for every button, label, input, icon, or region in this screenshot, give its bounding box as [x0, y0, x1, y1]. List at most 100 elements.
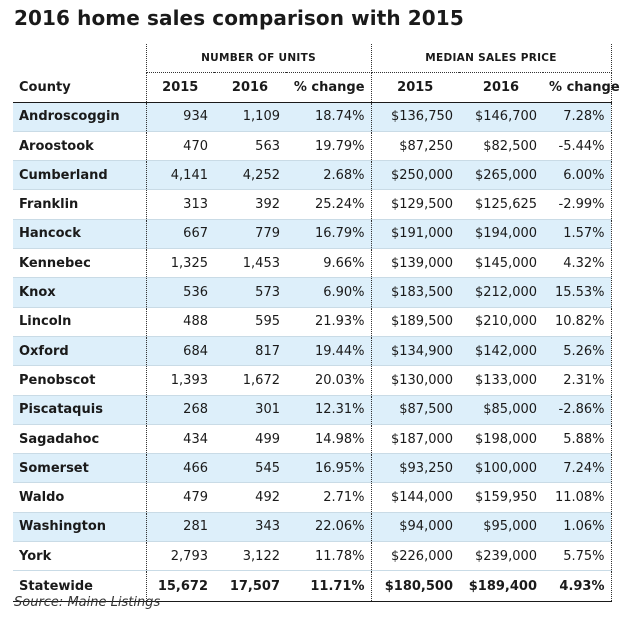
price-change-cell: 1.57% [543, 219, 612, 250]
units-2015-cell: 281 [145, 512, 214, 543]
units-2015-cell: 488 [145, 307, 214, 337]
units-2016-cell: 3,122 [214, 541, 286, 572]
units-2015-cell: 313 [145, 189, 214, 220]
price-2016-cell: $142,000 [459, 336, 544, 367]
units-2015-cell: 434 [145, 424, 214, 455]
price-2015-cell: $139,000 [371, 248, 460, 279]
units-2016-cell: 573 [214, 277, 286, 308]
price-2015-cell: $87,500 [371, 395, 460, 425]
price-change-cell: 15.53% [543, 277, 612, 308]
units-2015-cell: 1,393 [145, 365, 214, 396]
units-2016-cell: 499 [214, 424, 286, 455]
price-2016-cell: $198,000 [459, 424, 544, 455]
price-2015-cell: $189,500 [371, 307, 460, 337]
col-header-units-2016: 2016 [214, 72, 286, 103]
table-row: Aroostook 470 563 19.79% $87,250 $82,500 -5.44… [13, 131, 612, 162]
table-row: Hancock 667 779 16.79% $191,000 $194,000 1.57% [13, 219, 612, 250]
units-change-cell: 19.79% [286, 131, 372, 162]
price-change-cell: 5.88% [543, 424, 612, 455]
county-cell: Waldo [13, 482, 146, 513]
price-change-cell: -2.99% [543, 189, 612, 220]
county-cell: Oxford [13, 336, 146, 367]
price-change-cell: -5.44% [543, 131, 612, 162]
county-cell: Washington [13, 512, 146, 543]
table-row: Knox 536 573 6.90% $183,500 $212,000 15.53% [13, 277, 612, 308]
price-change-cell: 5.75% [543, 541, 612, 572]
county-cell: Hancock [13, 219, 146, 250]
group-header-price: MEDIAN SALES PRICE [370, 44, 612, 74]
county-cell: Piscataquis [13, 395, 146, 425]
units-2016-cell: 1,453 [214, 248, 286, 279]
units-change-cell: 9.66% [286, 248, 372, 279]
price-2016-cell: $145,000 [459, 248, 544, 279]
table-row: Somerset 466 545 16.95% $93,250 $100,000 7.24% [13, 453, 612, 484]
units-2016-cell: 1,109 [214, 102, 286, 132]
table-row: Washington 281 343 22.06% $94,000 $95,000 1.06… [13, 512, 612, 543]
units-2016-cell: 343 [214, 512, 286, 543]
price-2015-cell: $87,250 [371, 131, 460, 162]
units-2016-cell: 563 [214, 131, 286, 162]
table-row: Piscataquis 268 301 12.31% $87,500 $85,000 -2.… [13, 395, 612, 425]
total-units-2015: 15,672 [145, 570, 214, 603]
sales-table: NUMBER OF UNITS MEDIAN SALES PRICE Count… [13, 44, 620, 603]
units-change-cell: 2.68% [286, 160, 372, 191]
units-change-cell: 16.79% [286, 219, 372, 250]
price-2016-cell: $194,000 [459, 219, 544, 250]
units-change-cell: 22.06% [286, 512, 372, 543]
units-2016-cell: 779 [214, 219, 286, 250]
price-change-cell: 1.06% [543, 512, 612, 543]
total-units-2016: 17,507 [214, 570, 286, 603]
units-2015-cell: 470 [145, 131, 214, 162]
units-change-cell: 18.74% [286, 102, 372, 132]
price-2015-cell: $191,000 [371, 219, 460, 250]
source-note: Source: Maine Listings [14, 595, 161, 610]
units-2015-cell: 4,141 [145, 160, 214, 191]
units-2016-cell: 595 [214, 307, 286, 337]
price-2016-cell: $133,000 [459, 365, 544, 396]
price-2015-cell: $136,750 [371, 102, 460, 132]
table-row: Sagadahoc 434 499 14.98% $187,000 $198,000 5.8… [13, 424, 612, 455]
table-row: Penobscot 1,393 1,672 20.03% $130,000 $133,00… [13, 365, 612, 396]
price-2016-cell: $146,700 [459, 102, 544, 132]
total-price-2016: $189,400 [459, 570, 544, 603]
group-header-units: NUMBER OF UNITS [145, 44, 372, 74]
units-2016-cell: 4,252 [214, 160, 286, 191]
county-cell: Penobscot [13, 365, 146, 396]
units-2016-cell: 817 [214, 336, 286, 367]
units-change-cell: 19.44% [286, 336, 372, 367]
table-row: Kennebec 1,325 1,453 9.66% $139,000 $145,000 4… [13, 248, 612, 279]
county-cell: Lincoln [13, 307, 146, 337]
col-header-price-2016: 2016 [459, 72, 544, 103]
price-2016-cell: $100,000 [459, 453, 544, 484]
price-2015-cell: $226,000 [371, 541, 460, 572]
table-row: York 2,793 3,122 11.78% $226,000 $239,000 5.75… [13, 541, 612, 572]
units-2016-cell: 1,672 [214, 365, 286, 396]
units-2015-cell: 934 [145, 102, 214, 132]
units-change-cell: 12.31% [286, 395, 372, 425]
table-row: Androscoggin 934 1,109 18.74% $136,750 $146,7… [13, 102, 612, 132]
units-2015-cell: 2,793 [145, 541, 214, 572]
price-change-cell: 7.28% [543, 102, 612, 132]
county-cell: Franklin [13, 189, 146, 220]
units-2015-cell: 479 [145, 482, 214, 513]
price-2015-cell: $250,000 [371, 160, 460, 191]
total-price-2015: $180,500 [371, 570, 460, 603]
price-change-cell: 11.08% [543, 482, 612, 513]
statewide-row: Statewide 15,672 17,507 11.71% $180,500 … [13, 570, 612, 603]
group-header-blank [13, 44, 146, 73]
units-2015-cell: 466 [145, 453, 214, 484]
units-change-cell: 2.71% [286, 482, 372, 513]
price-change-cell: 4.32% [543, 248, 612, 279]
county-cell: Somerset [13, 453, 146, 484]
county-cell: Kennebec [13, 248, 146, 279]
units-2015-cell: 667 [145, 219, 214, 250]
price-change-cell: 6.00% [543, 160, 612, 191]
units-change-cell: 6.90% [286, 277, 372, 308]
units-2016-cell: 301 [214, 395, 286, 425]
units-2016-cell: 492 [214, 482, 286, 513]
price-2015-cell: $130,000 [371, 365, 460, 396]
total-county: Statewide [13, 570, 146, 603]
units-2015-cell: 536 [145, 277, 214, 308]
price-2016-cell: $85,000 [459, 395, 544, 425]
county-cell: Sagadahoc [13, 424, 146, 455]
